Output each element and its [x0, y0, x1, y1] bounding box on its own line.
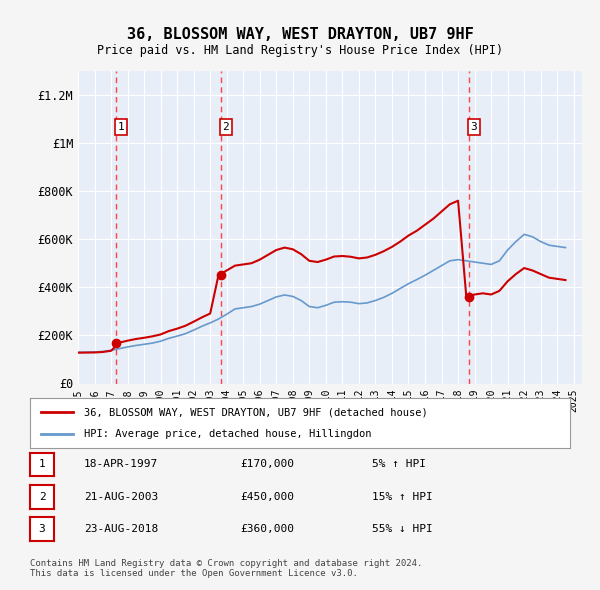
- Text: £170,000: £170,000: [240, 460, 294, 469]
- Text: 1: 1: [38, 460, 46, 469]
- Text: Contains HM Land Registry data © Crown copyright and database right 2024.
This d: Contains HM Land Registry data © Crown c…: [30, 559, 422, 578]
- Text: 1: 1: [118, 122, 124, 132]
- Text: £450,000: £450,000: [240, 492, 294, 502]
- Text: 3: 3: [470, 122, 477, 132]
- Text: £360,000: £360,000: [240, 525, 294, 534]
- Text: 36, BLOSSOM WAY, WEST DRAYTON, UB7 9HF: 36, BLOSSOM WAY, WEST DRAYTON, UB7 9HF: [127, 27, 473, 41]
- Text: 5% ↑ HPI: 5% ↑ HPI: [372, 460, 426, 469]
- Text: 18-APR-1997: 18-APR-1997: [84, 460, 158, 469]
- Text: 2: 2: [223, 122, 229, 132]
- Text: 3: 3: [38, 525, 46, 534]
- Text: Price paid vs. HM Land Registry's House Price Index (HPI): Price paid vs. HM Land Registry's House …: [97, 44, 503, 57]
- Text: 2: 2: [38, 492, 46, 502]
- Text: 15% ↑ HPI: 15% ↑ HPI: [372, 492, 433, 502]
- Text: 36, BLOSSOM WAY, WEST DRAYTON, UB7 9HF (detached house): 36, BLOSSOM WAY, WEST DRAYTON, UB7 9HF (…: [84, 407, 428, 417]
- Text: 23-AUG-2018: 23-AUG-2018: [84, 525, 158, 534]
- Text: HPI: Average price, detached house, Hillingdon: HPI: Average price, detached house, Hill…: [84, 430, 371, 440]
- Text: 55% ↓ HPI: 55% ↓ HPI: [372, 525, 433, 534]
- Text: 21-AUG-2003: 21-AUG-2003: [84, 492, 158, 502]
